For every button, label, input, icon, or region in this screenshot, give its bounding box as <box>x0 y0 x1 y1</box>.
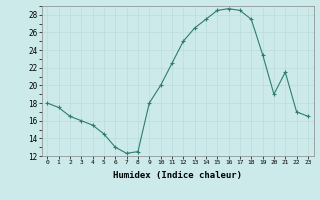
X-axis label: Humidex (Indice chaleur): Humidex (Indice chaleur) <box>113 171 242 180</box>
